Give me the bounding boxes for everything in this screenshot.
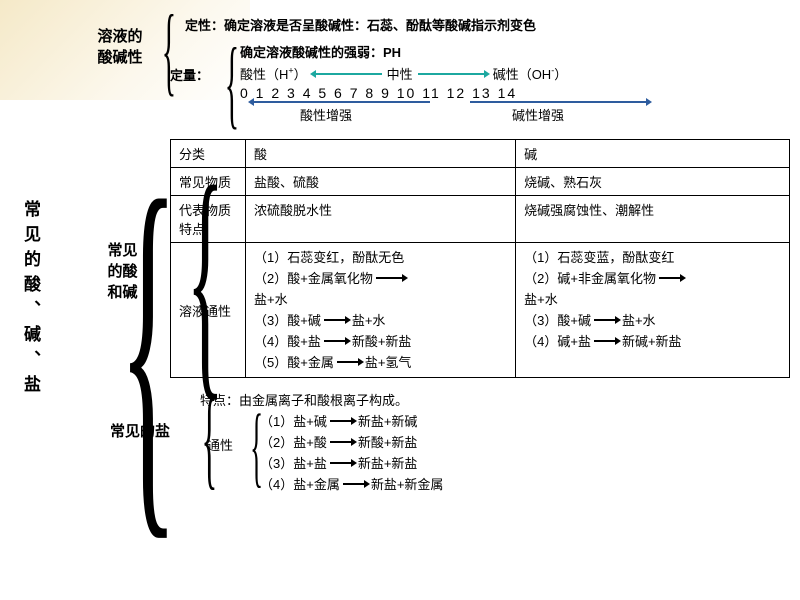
td-base-sol: （1）石蕊变蓝，酚酞变红 （2）碱+非金属氧化物 盐+水 （3）酸+碱盐+水 （… [516, 243, 790, 378]
qualitative: 定性：确定溶液是否呈酸碱性：石蕊、酚酞等酸碱指示剂变色 [185, 15, 785, 34]
base-label: 碱性（OH-） [493, 64, 568, 83]
arrow-base-str [470, 101, 650, 103]
base-r1: （1）石蕊变蓝，酚酞变红 [524, 247, 781, 266]
acid-label: 酸性（H+） [240, 64, 307, 83]
acid-strength: 酸性增强 [300, 105, 352, 124]
td-acid-common: 盐酸、硫酸 [246, 168, 516, 196]
td-acid-sol: （1）石蕊变红，酚酞无色 （2）酸+金属氧化物 盐+水 （3）酸+碱盐+水 （4… [246, 243, 516, 378]
neutral-label: 中性 [387, 64, 413, 83]
salt-general: 通性 [207, 435, 233, 454]
s3-title: 常见的盐 [110, 420, 170, 441]
td-base-common: 烧碱、熟石灰 [516, 168, 790, 196]
ph-scale-bottom [250, 101, 785, 103]
qual-label: 定性： [185, 18, 224, 33]
brace-salt: { [250, 395, 263, 498]
table-row: 溶液通性 （1）石蕊变红，酚酞无色 （2）酸+金属氧化物 盐+水 （3）酸+碱盐… [171, 243, 790, 378]
base-r2: （2）碱+非金属氧化物 [524, 268, 781, 287]
s2-title: 常见的酸和碱 [105, 239, 140, 302]
arrow-acid-str [250, 101, 430, 103]
main-title: 常见的酸、碱、盐 [18, 200, 43, 400]
ph-block: 确定溶液酸碱性的强弱：PH 酸性（H+） 中性 碱性（OH-） 0 1 2 3 … [240, 42, 785, 124]
table-row: 分类 酸 碱 [171, 140, 790, 168]
salt-r3: （3）盐+盐新盐+新盐 [260, 453, 785, 472]
qual-text: 确定溶液是否呈酸碱性：石蕊、酚酞等酸碱指示剂变色 [224, 18, 536, 33]
brace-quant: { [225, 25, 239, 140]
arrow-acid [312, 73, 382, 75]
table-row: 代表物质特点 浓硫酸脱水性 烧碱强腐蚀性、潮解性 [171, 196, 790, 243]
td-acid: 酸 [246, 140, 516, 168]
salt-r2: （2）盐+酸新酸+新盐 [260, 432, 785, 451]
td-base: 碱 [516, 140, 790, 168]
base-r2b: 盐+水 [524, 289, 781, 308]
section-salt: { 常见的盐 特点：由金属离子和酸根离子构成。 通性 { （1）盐+碱新盐+新碱… [85, 390, 785, 493]
content: 常见的酸、碱、盐 { { 溶液的酸碱性 定性：确定溶液是否呈酸碱性：石蕊、酚酞等… [0, 0, 800, 505]
acid-r3: （3）酸+碱盐+水 [254, 310, 507, 329]
ph-numbers: 0 1 2 3 4 5 6 7 8 9 10 11 12 13 14 [240, 85, 785, 101]
strength-labels: 酸性增强 碱性增强 [240, 105, 785, 124]
salt-r1: （1）盐+碱新盐+新碱 [260, 411, 785, 430]
acid-r5: （5）酸+金属盐+氢气 [254, 352, 507, 371]
table-row: 常见物质 盐酸、硫酸 烧碱、熟石灰 [171, 168, 790, 196]
salt-reactions: （1）盐+碱新盐+新碱 （2）盐+酸新酸+新盐 （3）盐+盐新盐+新盐 （4）盐… [260, 411, 785, 493]
section-acid-base: { 常见的酸和碱 分类 酸 碱 常见物质 盐酸、硫酸 烧碱、熟石灰 代表物质特点… [85, 139, 785, 378]
ph-title: 确定溶液酸碱性的强弱：PH [240, 42, 785, 61]
s3-content: 特点：由金属离子和酸根离子构成。 通性 { （1）盐+碱新盐+新碱 （2）盐+酸… [200, 390, 785, 493]
acid-base-table: 分类 酸 碱 常见物质 盐酸、硫酸 烧碱、熟石灰 代表物质特点 浓硫酸脱水性 烧… [170, 139, 790, 378]
acid-r1: （1）石蕊变红，酚酞无色 [254, 247, 507, 266]
td-base-rep: 烧碱强腐蚀性、潮解性 [516, 196, 790, 243]
acid-r4: （4）酸+盐新酸+新盐 [254, 331, 507, 350]
salt-feature: 特点：由金属离子和酸根离子构成。 [200, 390, 785, 409]
s1-title: 溶液的酸碱性 [95, 25, 145, 67]
base-r4: （4）碱+盐新碱+新盐 [524, 331, 781, 350]
brace-s1: { [162, 0, 176, 107]
acid-r2: （2）酸+金属氧化物 [254, 268, 507, 287]
base-r3: （3）酸+碱盐+水 [524, 310, 781, 329]
acid-r2b: 盐+水 [254, 289, 507, 308]
td-acid-rep: 浓硫酸脱水性 [246, 196, 516, 243]
ph-scale-top: 酸性（H+） 中性 碱性（OH-） [240, 64, 785, 83]
salt-r4: （4）盐+金属新盐+新金属 [260, 474, 785, 493]
quant-label: 定量： [170, 65, 209, 84]
base-strength: 碱性增强 [512, 105, 564, 124]
section-solution: { 溶液的酸碱性 定性：确定溶液是否呈酸碱性：石蕊、酚酞等酸碱指示剂变色 定量：… [85, 15, 785, 124]
arrow-base [418, 73, 488, 75]
